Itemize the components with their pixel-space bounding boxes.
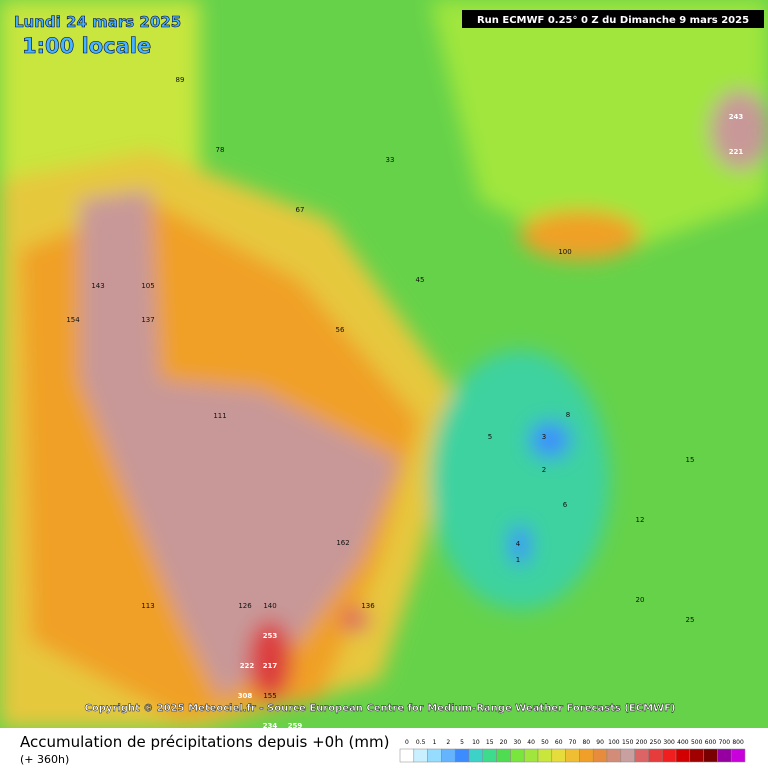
map-value: 25 [686,616,695,624]
legend-label: 80 [582,739,590,746]
legend-swatch [551,748,566,763]
legend-swatch [482,748,497,763]
map-value: 6 [563,501,568,509]
map-value: 4 [516,540,521,548]
legend-swatch [675,748,691,763]
legend-label: 10 [472,739,480,746]
header: Lundi 24 mars 2025 1:00 locale Run ECMWF… [14,10,764,58]
legend-label: 20 [500,739,508,746]
map-value: 56 [336,326,345,334]
map-value: 154 [66,316,80,324]
legend-swatch [496,748,511,763]
map-value: 45 [416,276,425,284]
map-value: 20 [636,596,645,604]
map-value: 105 [141,282,154,290]
map-value: 12 [636,516,645,524]
map-background [0,0,768,728]
legend-swatch [717,748,732,763]
map-value: 3 [542,433,546,441]
legend-swatch [537,748,553,763]
legend-swatch [730,748,746,763]
map-value: 143 [91,282,104,290]
legend-label: 300 [663,739,675,746]
map-value: 2 [542,466,546,474]
legend-swatch [413,748,428,763]
legend-swatch [606,748,622,763]
legend-label: 60 [555,739,563,746]
legend-swatch [661,748,677,763]
legend-label: 250 [650,739,662,746]
legend-swatch [648,748,663,763]
map-value: 1 [516,556,520,564]
legend-swatch [427,748,442,763]
map-value: 5 [488,433,492,441]
legend-swatch [510,748,525,763]
legend-swatch [441,748,456,763]
footer-range: (+ 360h) [20,753,69,766]
map-value: 111 [213,412,226,420]
map-value: 222 [240,662,255,670]
legend-label: 2 [446,739,450,746]
legend-label: 1 [433,739,437,746]
legend-swatch [523,748,539,763]
legend-label: 700 [719,739,731,746]
map-value: 8 [566,411,570,419]
map-value: 140 [263,602,276,610]
map-value: 113 [141,602,154,610]
legend-label: 15 [486,739,494,746]
legend-swatch [399,748,415,763]
legend-swatch [703,748,718,763]
map-value: 67 [296,206,305,214]
legend-label: 800 [732,739,744,746]
legend-label: 400 [677,739,689,746]
map-value: 15 [686,456,695,464]
map-value: 89 [176,76,185,84]
legend-label: 40 [527,739,535,746]
legend: 0 0.5 1 2 5 10 15 20 30 40 50 60 70 80 90 100 150 200 250 3… [399,739,746,763]
legend-swatch [468,748,484,763]
legend-label: 70 [569,739,577,746]
map-value: 78 [216,146,225,154]
legend-label: 600 [705,739,717,746]
copyright: Copyright © 2025 Meteociel.fr - Source E… [85,703,676,714]
run: Run ECMWF 0.25° 0 Z du Dimanche 9 mars 2… [477,15,749,26]
map-value: 100 [558,248,571,256]
map-value: 155 [263,692,276,700]
legend-label: 200 [636,739,648,746]
map-value: 126 [238,602,252,610]
map-value: 162 [336,539,349,547]
map-value: 253 [263,632,278,640]
legend-swatch [565,748,580,763]
legend-label: 150 [622,739,634,746]
legend-label: 50 [541,739,549,746]
legend-swatch [634,748,649,763]
map-value: 137 [141,316,154,324]
time: 1:00 locale [22,34,151,58]
legend-swatch [620,748,635,763]
map-value: 33 [386,156,395,164]
map-value: 243 [729,113,744,121]
legend-label: 5 [460,739,464,746]
map-value: 308 [238,692,253,700]
legend-label: 0.5 [416,739,426,746]
legend-label: 500 [691,739,703,746]
map-value: 259 [288,722,303,730]
map-value: 136 [361,602,375,610]
legend-swatch [454,748,470,763]
legend-label: 90 [596,739,604,746]
legend-swatch [689,748,704,763]
legend-swatch [592,748,608,763]
legend-label: 0 [405,739,409,746]
map-value: 217 [263,662,278,670]
map-value: 221 [729,148,744,156]
legend-swatch [579,748,594,763]
legend-label: 100 [608,739,620,746]
legend-label: 30 [513,739,521,746]
footer-title: Accumulation de précipitations depuis +0… [20,733,389,751]
run-box [462,10,764,28]
date: Lundi 24 mars 2025 [14,13,181,31]
map-value: 234 [263,722,278,730]
